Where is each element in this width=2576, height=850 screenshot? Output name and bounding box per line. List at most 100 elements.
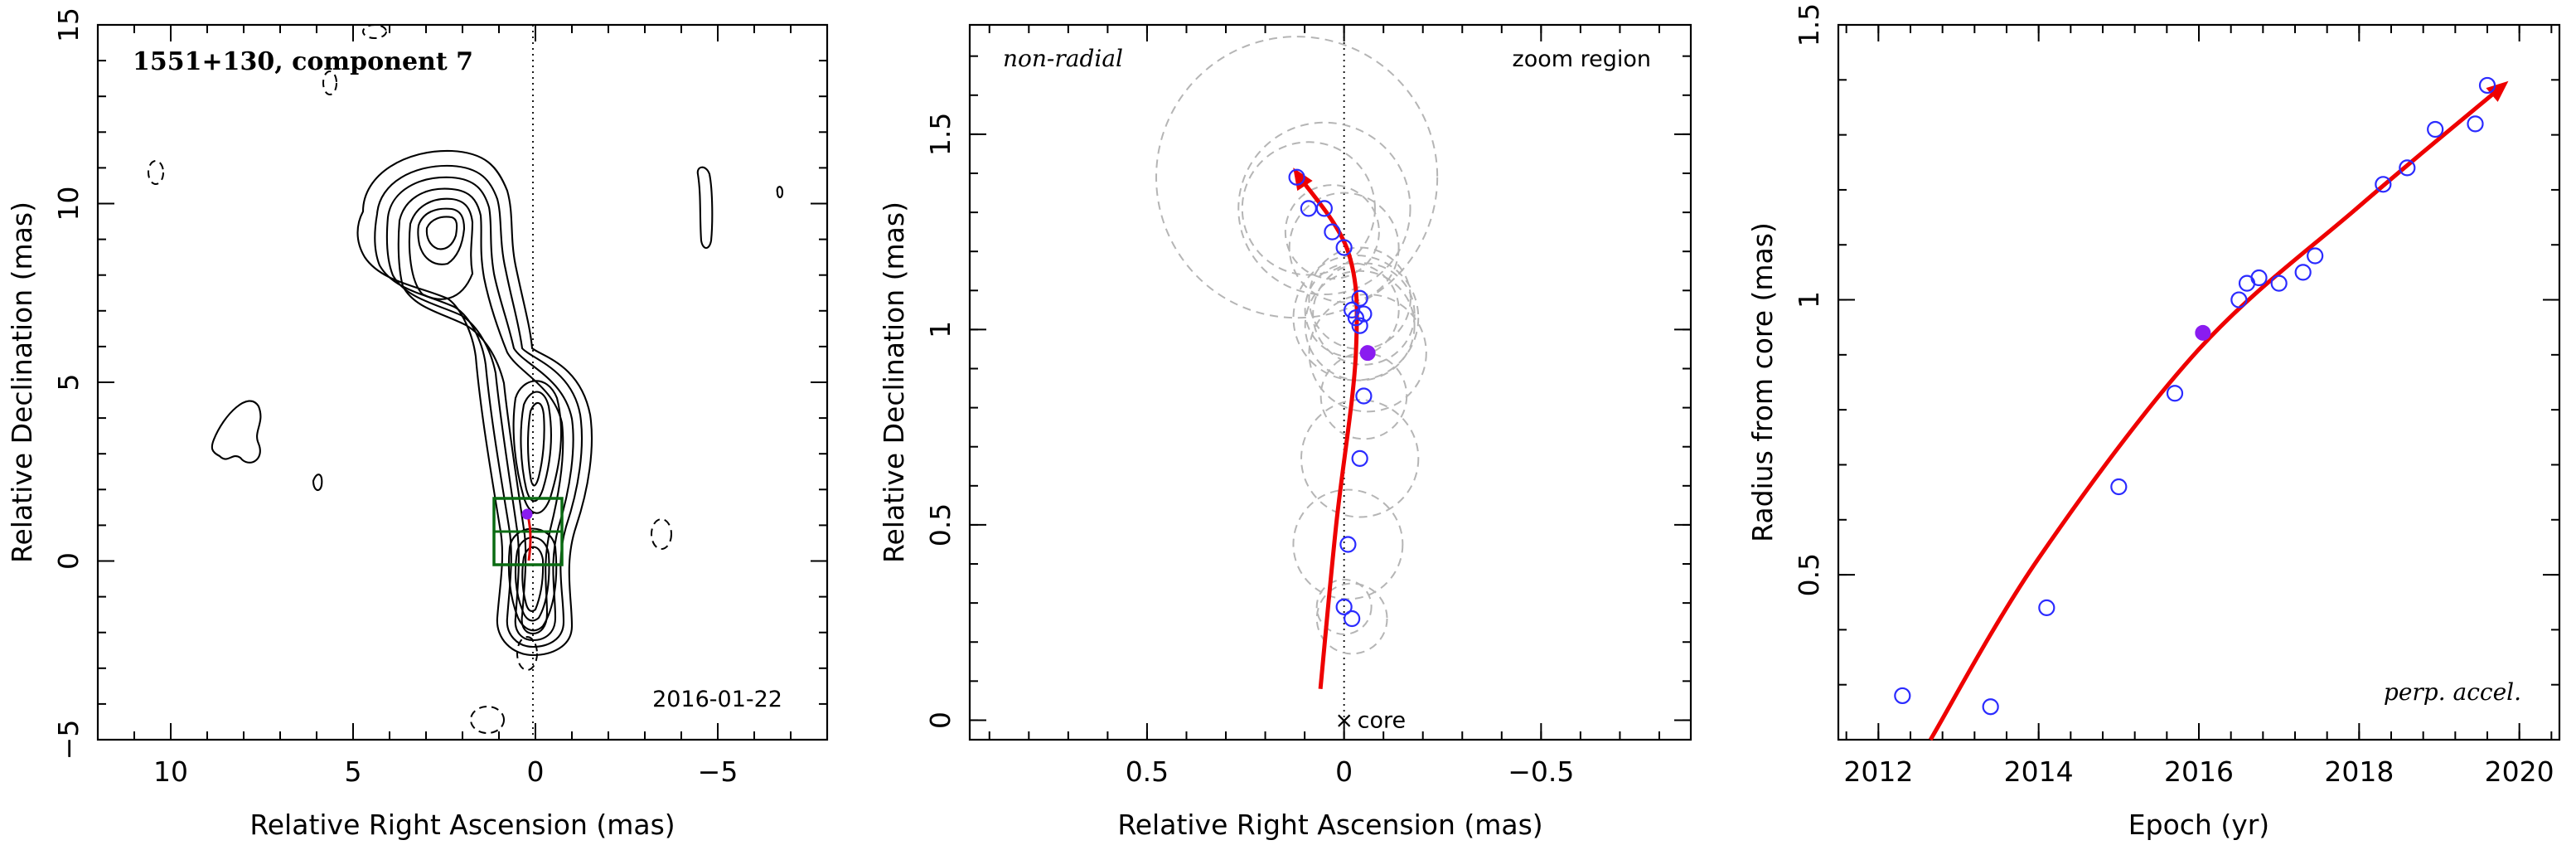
component-position — [1344, 610, 1361, 628]
component-position — [1355, 305, 1373, 323]
y-tick-label: 10 — [52, 187, 85, 221]
radius-measurement — [2467, 115, 2484, 133]
radius-measurement — [2250, 269, 2268, 287]
tick-marks — [970, 25, 1691, 740]
component-size-circle — [1319, 352, 1408, 440]
y-axis-label: Relative Declination (mas) — [878, 202, 910, 563]
y-tick-label: 0 — [52, 552, 85, 570]
current-epoch-marker — [2195, 324, 2211, 341]
y-tick-label: 0.5 — [924, 503, 956, 546]
plot-frame — [968, 23, 1692, 741]
x-tick-label: 2018 — [2324, 755, 2394, 788]
x-axis-label: Relative Right Ascension (mas) — [1117, 809, 1542, 841]
contour-level — [356, 149, 593, 657]
radius-measurement — [2399, 159, 2416, 177]
negative-contour — [470, 706, 505, 734]
component-size-circle — [1300, 399, 1420, 518]
radius-measurement — [2375, 176, 2392, 193]
contour-level — [776, 186, 784, 199]
component-size-circles — [1155, 36, 1439, 655]
component-position — [1355, 387, 1373, 405]
tick-labels: 10 5 0 −5 −5 0 5 10 15 — [52, 7, 738, 788]
contour-level — [520, 391, 552, 503]
negative-contour — [362, 24, 387, 39]
contour-level — [408, 197, 474, 300]
y-tick-label: 0.5 — [1793, 553, 1825, 596]
radius-measurement — [2478, 76, 2496, 95]
panel-annotation: non-radial — [1003, 45, 1123, 72]
negative-contour — [516, 636, 538, 671]
component-position — [1324, 223, 1341, 240]
component-position — [1335, 239, 1353, 256]
component-size-circle — [1237, 121, 1411, 296]
tick-labels: 0.5 0 −0.5 0 0.5 1 1.5 — [924, 113, 1574, 788]
x-tick-label: 0 — [1335, 755, 1353, 788]
panel-annotation: perp. accel. — [2384, 678, 2521, 706]
panel-contour-map: 10 5 0 −5 −5 0 5 10 15 — [6, 7, 829, 841]
component-size-circle — [1315, 582, 1388, 655]
component-size-circle — [1288, 192, 1400, 304]
y-tick-label: 0 — [924, 712, 956, 729]
contour-level — [397, 187, 564, 635]
radius-measurement — [2270, 274, 2288, 292]
tick-labels: 2012 2014 2016 2018 2020 0.5 1 1.5 — [1793, 3, 2554, 788]
negative-contour — [148, 160, 164, 185]
component-position — [1351, 289, 1368, 307]
x-tick-label: 10 — [153, 755, 188, 788]
component-position — [1335, 598, 1353, 615]
component-size-circle — [1292, 488, 1404, 600]
y-tick-label: −5 — [52, 720, 85, 760]
tick-marks — [1838, 24, 2559, 741]
radius-measurement — [2307, 247, 2324, 265]
y-tick-label: 5 — [52, 374, 85, 391]
component-size-circle — [1241, 141, 1376, 276]
core-label: core — [1358, 707, 1406, 733]
component-position — [1288, 168, 1305, 186]
radius-measurement — [2110, 478, 2128, 496]
negative-contour — [651, 518, 672, 550]
x-tick-label: −0.5 — [1508, 755, 1574, 788]
radius-measurement — [2038, 599, 2055, 616]
radius-measurement — [1894, 687, 1911, 705]
component-size-circle — [1312, 262, 1416, 366]
x-tick-label: 2014 — [2004, 755, 2074, 788]
component-position — [1351, 449, 1368, 467]
y-tick-label: 1.5 — [924, 113, 956, 156]
component-size-circle — [1304, 262, 1400, 358]
x-tick-label: 0.5 — [1126, 755, 1169, 788]
radius-measurement — [2294, 264, 2312, 281]
contour-level — [514, 537, 550, 622]
component-track — [525, 512, 532, 561]
contour-level — [312, 474, 323, 492]
contour-level — [521, 546, 545, 612]
contour-level — [374, 164, 583, 648]
contour-level — [526, 401, 545, 487]
plot-frame — [1837, 23, 2561, 741]
radius-measurements — [1894, 76, 2496, 716]
x-tick-label: −5 — [698, 755, 738, 788]
chart-title: 1551+130, component 7 — [133, 47, 473, 76]
contour-level — [696, 166, 714, 250]
component-position — [1300, 200, 1317, 217]
y-axis-label: Radius from core (mas) — [1746, 222, 1779, 542]
radius-fit-arrowhead — [2486, 80, 2509, 102]
component-size-circle — [1315, 578, 1373, 635]
contour-level — [211, 400, 262, 464]
component-position — [1339, 536, 1357, 553]
radius-measurement — [2230, 291, 2248, 308]
y-tick-label: 1 — [1793, 291, 1825, 308]
component-position — [1347, 309, 1365, 327]
x-tick-label: 0 — [527, 755, 545, 788]
trajectory-fit-curve — [1295, 172, 1359, 690]
observation-date: 2016-01-22 — [652, 687, 782, 712]
radius-measurement — [2427, 120, 2444, 138]
radius-measurement — [2166, 385, 2184, 402]
core-marker: × — [1334, 707, 1353, 733]
panel-zoom-region: 0.5 0 −0.5 0 0.5 1 1.5 × core non-radial zoom … — [878, 23, 1692, 841]
radius-measurement — [1982, 698, 1999, 716]
component-position — [1315, 200, 1333, 217]
y-tick-label: 15 — [52, 7, 85, 42]
contour-level — [425, 216, 458, 250]
component-size-circle — [1308, 294, 1427, 413]
